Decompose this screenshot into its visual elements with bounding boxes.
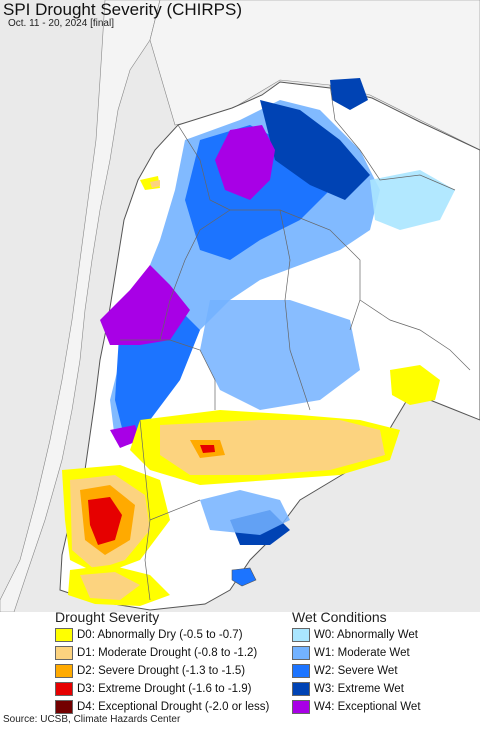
legend-label-w3: W3: Extreme Wet bbox=[314, 682, 404, 695]
legend-item-w3: W3: Extreme Wet bbox=[292, 680, 404, 697]
admin-borders bbox=[120, 84, 471, 601]
island bbox=[231, 567, 257, 587]
legend-label-d3: D3: Extreme Drought (-1.6 to -1.9) bbox=[77, 682, 252, 695]
legend-swatch-w3 bbox=[292, 681, 310, 696]
legend-swatch-w1 bbox=[292, 645, 310, 660]
legend-item-w0: W0: Abnormally Wet bbox=[292, 626, 418, 643]
legend-item-d2: D2: Severe Drought (-1.3 to -1.5) bbox=[55, 662, 245, 679]
legend-label-d0: D0: Abnormally Dry (-0.5 to -0.7) bbox=[77, 628, 243, 641]
w4-small bbox=[110, 425, 140, 448]
w1-south bbox=[200, 490, 290, 535]
w4-north bbox=[215, 125, 275, 200]
legend-label-w0: W0: Abnormally Wet bbox=[314, 628, 418, 641]
w3-north bbox=[330, 78, 368, 110]
legend-heading-wet: Wet Conditions bbox=[292, 609, 387, 625]
legend-item-w4: W4: Exceptional Wet bbox=[292, 698, 421, 715]
legend-swatch-d1 bbox=[55, 645, 73, 660]
legend-swatch-d4 bbox=[55, 699, 73, 714]
w4-west bbox=[100, 265, 190, 345]
legend-swatch-d3 bbox=[55, 681, 73, 696]
d1-band bbox=[160, 420, 385, 475]
legend-label-d4: D4: Exceptional Drought (-2.0 or less) bbox=[77, 700, 270, 713]
legend-item-w1: W1: Moderate Wet bbox=[292, 644, 410, 661]
legend-item-w2: W2: Severe Wet bbox=[292, 662, 398, 679]
w1-mid bbox=[200, 300, 360, 410]
page-title: SPI Drought Severity (CHIRPS) bbox=[3, 0, 243, 19]
legend-swatch-d0 bbox=[55, 627, 73, 642]
legend-heading-drought: Drought Severity bbox=[55, 609, 160, 625]
legend-swatch-w0 bbox=[292, 627, 310, 642]
legend-label-d2: D2: Severe Drought (-1.3 to -1.5) bbox=[77, 664, 246, 677]
legend-swatch-d2 bbox=[55, 663, 73, 678]
d3-spot bbox=[200, 445, 215, 453]
d0-east bbox=[390, 365, 440, 405]
page-subtitle: Oct. 11 - 20, 2024 [final] bbox=[8, 18, 114, 29]
legend-swatch-w4 bbox=[292, 699, 310, 714]
d1-far-south bbox=[80, 572, 140, 600]
drought-map bbox=[0, 0, 480, 612]
w0-east bbox=[370, 170, 455, 230]
legend-label-w1: W1: Moderate Wet bbox=[314, 646, 410, 659]
legend-item-d1: D1: Moderate Drought (-0.8 to -1.2) bbox=[55, 644, 257, 661]
legend-swatch-w2 bbox=[292, 663, 310, 678]
legend-label-w4: W4: Exceptional Wet bbox=[314, 700, 421, 713]
d1-northwest bbox=[150, 180, 160, 188]
legend-item-d4: D4: Exceptional Drought (-2.0 or less) bbox=[55, 698, 269, 715]
north-land bbox=[149, 0, 480, 151]
legend-item-d0: D0: Abnormally Dry (-0.5 to -0.7) bbox=[55, 626, 243, 643]
w3-area bbox=[260, 100, 370, 200]
legend-label-w2: W2: Severe Wet bbox=[314, 664, 398, 677]
d3-southwest bbox=[88, 497, 122, 545]
legend-label-d1: D1: Moderate Drought (-0.8 to -1.2) bbox=[77, 646, 258, 659]
source-credit: Source: UCSB, Climate Hazards Center bbox=[3, 714, 181, 725]
legend-item-d3: D3: Extreme Drought (-1.6 to -1.9) bbox=[55, 680, 251, 697]
chile-land bbox=[0, 0, 161, 612]
